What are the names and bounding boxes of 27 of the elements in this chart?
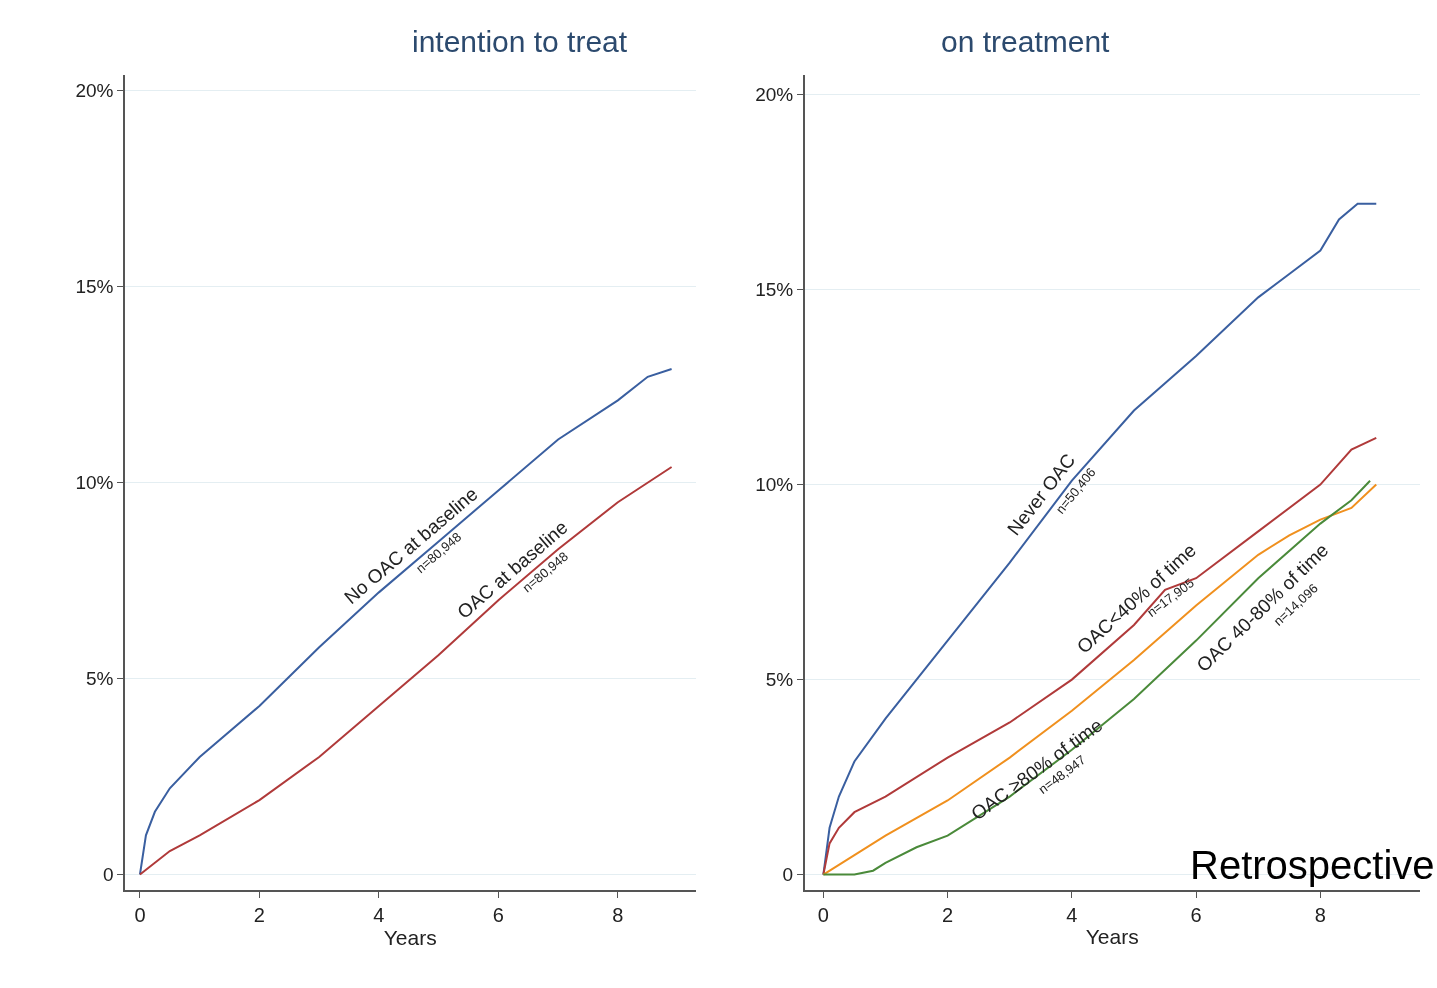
- y-tick-label: 20%: [755, 84, 794, 106]
- y-tick-label: 20%: [75, 80, 114, 102]
- x-tick-label: 0: [817, 903, 829, 926]
- annotation: Retrospective: [1190, 843, 1435, 887]
- x-tick-label: 0: [134, 903, 146, 926]
- x-axis-title: Years: [383, 925, 437, 949]
- y-tick-label: 5%: [765, 669, 794, 691]
- line-series: [138, 368, 673, 876]
- line-series: [138, 465, 673, 876]
- x-tick-label: 8: [612, 903, 624, 926]
- x-tick-label: 4: [1066, 903, 1078, 926]
- y-tick-label: 15%: [75, 276, 114, 298]
- y-tick-label: 0: [102, 864, 114, 886]
- y-tick-label: 15%: [755, 279, 794, 301]
- x-tick-label: 4: [373, 903, 385, 926]
- x-axis-title: Years: [1085, 924, 1139, 948]
- x-tick-label: 8: [1314, 903, 1326, 926]
- y-tick-label: 5%: [86, 668, 114, 690]
- y-tick-label: 0: [782, 864, 794, 886]
- x-tick-label: 6: [1190, 903, 1202, 926]
- x-tick-label: 6: [492, 903, 504, 926]
- chart-title: on treatment: [941, 25, 1111, 58]
- y-tick-label: 10%: [755, 474, 794, 496]
- chart-title: intention to treat: [412, 25, 628, 58]
- x-tick-label: 2: [942, 903, 954, 926]
- x-tick-label: 2: [253, 903, 265, 926]
- y-tick-label: 10%: [75, 472, 114, 494]
